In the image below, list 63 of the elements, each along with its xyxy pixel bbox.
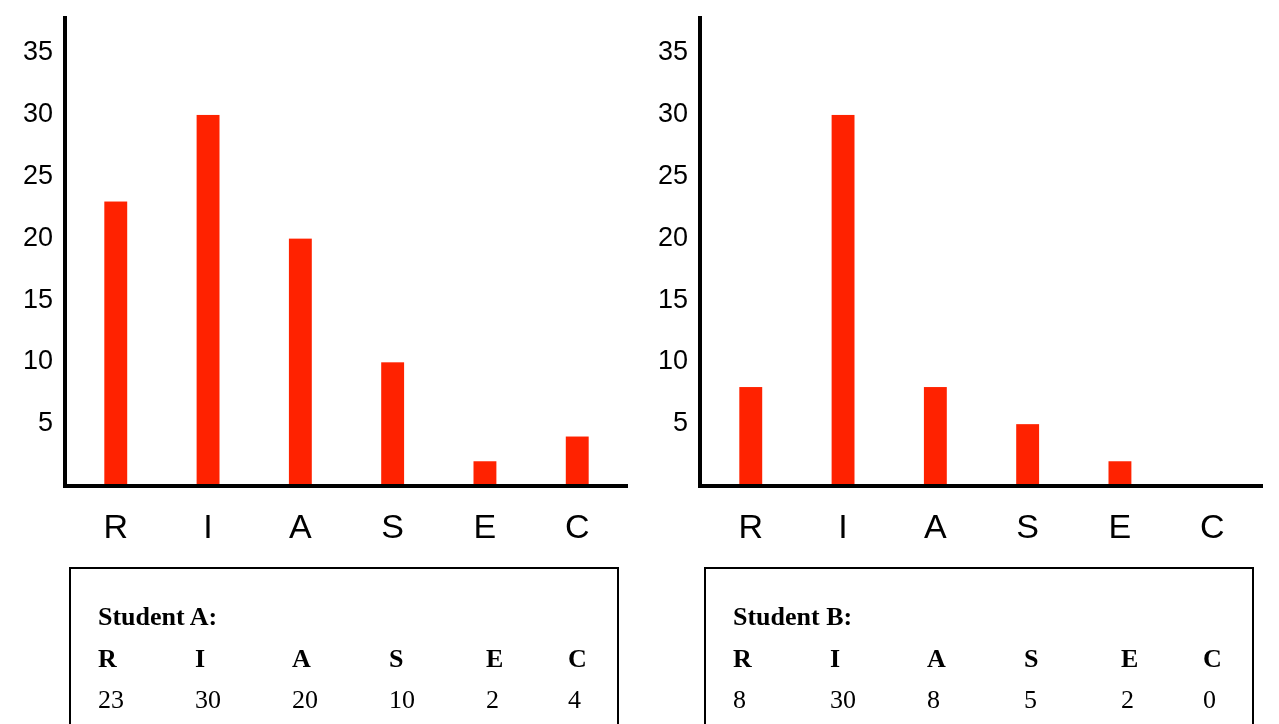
y-tick-label: 20 [22,221,53,252]
data-label: 20 [292,685,318,714]
x-tick-label: A [289,507,313,545]
category-label: A [292,644,311,673]
text: Student B: [733,602,853,631]
x-tick-label: E [1108,507,1132,545]
data-label: 8 [927,685,940,714]
category-label: R [98,644,117,673]
y-tick-label: 10 [22,345,53,376]
data-label: 4 [568,685,581,714]
y-tick-label: 5 [37,407,53,438]
bar [739,387,763,486]
y-tick-label: 20 [657,221,688,252]
data-label: 2 [486,685,499,714]
category-label: C [1203,644,1222,673]
data-label: 8 [733,685,746,714]
bar [473,461,497,486]
x-tick-label: I [203,507,213,545]
category-label: A [927,644,946,673]
data-label: 30 [195,685,221,714]
category-label: S [389,644,404,673]
bar [1016,424,1040,486]
category-label: E [1121,644,1139,673]
category-label: E [486,644,504,673]
x-tick-label: R [738,507,764,545]
bar [104,201,128,486]
data-label: 2 [1121,685,1134,714]
bar [923,387,947,486]
x-tick-label: S [1016,507,1039,545]
data-label: 10 [389,685,415,714]
y-tick-label: 10 [657,345,688,376]
category-label: S [1024,644,1039,673]
bar [1108,461,1132,486]
x-tick-label: E [473,507,497,545]
category-label: C [568,644,587,673]
y-tick-label: 15 [22,283,53,314]
y-tick-label: 15 [657,283,688,314]
x-tick-label: I [838,507,848,545]
bar [288,238,312,486]
category-label: R [733,644,752,673]
x-tick-label: R [103,507,129,545]
x-tick-label: S [381,507,404,545]
data-label: 23 [98,685,124,714]
data-label: 30 [830,685,856,714]
data-label: 5 [1024,685,1037,714]
text: Student A: [98,602,218,631]
y-tick-label: 30 [657,98,688,129]
y-tick-label: 30 [22,98,53,129]
bar [565,436,589,486]
bar [196,114,220,486]
bar [381,362,405,486]
y-tick-label: 25 [22,159,53,190]
y-tick-label: 25 [657,159,688,190]
x-tick-label: A [924,507,948,545]
category-label: I [830,644,841,673]
y-tick-label: 35 [22,36,53,67]
y-tick-label: 35 [657,36,688,67]
x-tick-label: C [564,507,590,545]
data-label: 0 [1203,685,1216,714]
x-tick-label: C [1199,507,1225,545]
y-tick-label: 5 [672,407,688,438]
bar [831,114,855,486]
category-label: I [195,644,206,673]
